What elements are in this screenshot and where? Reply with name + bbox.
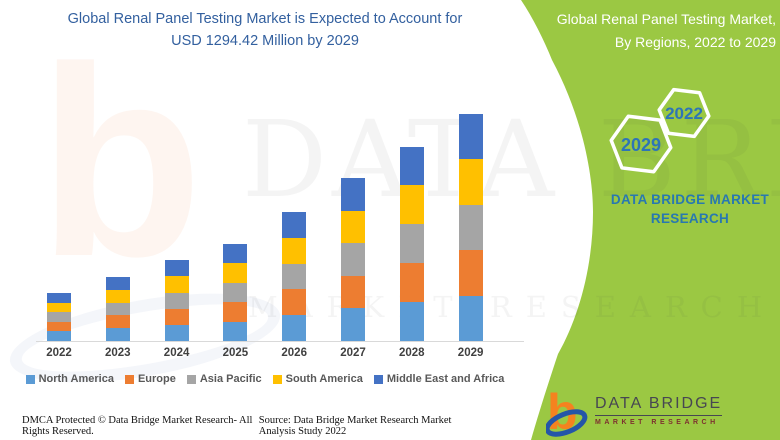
footer-source-text: Source: Data Bridge Market Research Mark… [258, 415, 452, 437]
legend-item-asia-pacific: Asia Pacific [186, 373, 262, 385]
logo-tagline-text: MARKET RESEARCH [595, 419, 719, 426]
stacked-bar-2024 [164, 260, 189, 341]
bar-segment-2026-north-america [282, 315, 307, 341]
stacked-bar-2028 [399, 146, 424, 341]
bar-segment-2023-south-america [105, 289, 130, 303]
side-panel-title: Global Renal Panel Testing Market, By Re… [530, 8, 776, 54]
legend-item-europe: Europe [124, 373, 176, 385]
bar-segment-2025-europe [223, 302, 248, 322]
x-axis-label-2028: 2028 [399, 347, 425, 359]
bar-segment-2024-south-america [164, 276, 189, 293]
footer: DMCA Protected © Data Bridge Market Rese… [22, 415, 478, 437]
brand-text-line2: RESEARCH [650, 211, 730, 226]
bar-segment-2027-south-america [341, 210, 365, 244]
bar-segment-2023-middle-east-and-africa [105, 277, 130, 290]
legend-swatch-icon [25, 374, 35, 384]
legend-label: Europe [137, 373, 176, 385]
x-axis-label-2026: 2026 [281, 347, 307, 359]
bar-segment-2026-asia-pacific [282, 263, 307, 290]
bar-segment-2025-south-america [223, 263, 248, 283]
bar-segment-2027-asia-pacific [341, 243, 365, 276]
brand-text: DATA BRIDGE MARKET RESEARCH [600, 190, 780, 228]
chart-title-line2: USD 1294.42 Million by 2029 [171, 33, 359, 49]
legend-label: North America [38, 373, 114, 385]
bar-segment-2029-north-america [458, 295, 483, 341]
bar-segment-2022-south-america [47, 302, 71, 313]
stacked-bar-plot: 2022 2023 2024 2025 2026 2027 2028 2029 [46, 114, 483, 359]
bar-segment-2023-asia-pacific [105, 302, 130, 316]
green-panel-shape [521, 0, 780, 440]
x-axis-label-2024: 2024 [163, 347, 190, 359]
side-panel-title-line1: Global Renal Panel Testing Market, [556, 11, 776, 27]
x-axis-label-2029: 2029 [457, 347, 484, 359]
bar-segment-2026-middle-east-and-africa [282, 212, 307, 238]
bar-segment-2029-middle-east-and-africa [458, 114, 483, 160]
bar-segment-2028-south-america [399, 185, 424, 225]
legend-label: South America [285, 373, 363, 385]
stacked-bar-2029 [458, 114, 483, 341]
stacked-bar-2026 [282, 212, 307, 341]
stacked-bar-2023 [105, 277, 130, 341]
stacked-bar-2022 [47, 293, 71, 341]
bar-segment-2026-europe [282, 289, 307, 316]
bar-segment-2023-north-america [105, 328, 130, 341]
bar-segment-2022-europe [47, 321, 71, 332]
bar-segment-2025-middle-east-and-africa [223, 243, 248, 263]
chart-title-line1: Global Renal Panel Testing Market is Exp… [67, 11, 463, 27]
legend-swatch-icon [272, 374, 282, 384]
legend-label: Asia Pacific [199, 373, 262, 385]
x-axis-line [36, 341, 524, 342]
bar-segment-2023-europe [105, 315, 130, 329]
bar-segment-2028-middle-east-and-africa [399, 146, 424, 186]
bar-segment-2027-europe [341, 275, 365, 309]
side-panel-title-line2: By Regions, 2022 to 2029 [614, 34, 776, 50]
bar-segment-2024-middle-east-and-africa [164, 260, 189, 277]
bar-segment-2025-north-america [223, 321, 248, 341]
bar-segment-2022-north-america [47, 331, 71, 341]
bar-segment-2024-north-america [164, 324, 189, 341]
legend-label: Middle East and Africa [386, 373, 505, 385]
hexagon-2029-icon [609, 114, 673, 174]
legend-swatch-icon [373, 374, 383, 384]
hexagon-year-2022: 2022 [665, 104, 703, 123]
legend-swatch-icon [124, 374, 134, 384]
legend-swatch-icon [186, 374, 196, 384]
stacked-bar-2025 [223, 243, 248, 341]
legend-item-middle-east-and-africa: Middle East and Africa [373, 373, 505, 385]
databridge-logo: b DATA BRIDGE MARKET RESEARCH [546, 386, 723, 440]
bar-segment-2024-asia-pacific [164, 292, 189, 309]
x-axis-label-2023: 2023 [105, 347, 131, 359]
bar-segment-2029-asia-pacific [458, 204, 483, 251]
bar-segment-2027-north-america [341, 308, 365, 341]
bar-segment-2024-europe [164, 308, 189, 325]
bar-segment-2022-asia-pacific [47, 312, 71, 322]
x-axis-label-2025: 2025 [222, 347, 249, 359]
hexagon-2022-icon [657, 87, 711, 139]
databridge-logo-icon: b [546, 386, 588, 440]
bar-segment-2027-middle-east-and-africa [341, 178, 365, 211]
x-axis-label-2027: 2027 [340, 347, 366, 359]
hexagon-year-2029: 2029 [621, 135, 661, 155]
bar-segment-2029-south-america [458, 159, 483, 205]
bar-segment-2025-asia-pacific [223, 282, 248, 302]
legend-item-north-america: North America [25, 373, 114, 385]
chart-title: Global Renal Panel Testing Market is Exp… [0, 8, 530, 52]
x-axis-label-2022: 2022 [46, 347, 72, 359]
logo-swoosh-icon [546, 409, 588, 437]
logo-name-text: DATA BRIDGE [595, 395, 723, 416]
bar-segment-2026-south-america [282, 237, 307, 264]
bar-segment-2028-north-america [399, 302, 424, 341]
footer-dmca-text: DMCA Protected © Data Bridge Market Rese… [22, 415, 253, 437]
bar-segment-2028-europe [399, 263, 424, 303]
bar-segment-2022-middle-east-and-africa [47, 293, 71, 303]
legend-item-south-america: South America [272, 373, 363, 385]
bar-segment-2028-asia-pacific [399, 224, 424, 264]
bar-segment-2029-europe [458, 250, 483, 296]
brand-text-line1: DATA BRIDGE MARKET [610, 192, 770, 207]
chart-legend: North America Europe Asia Pacific South Ame… [0, 373, 530, 385]
stacked-bar-2027 [341, 178, 365, 341]
